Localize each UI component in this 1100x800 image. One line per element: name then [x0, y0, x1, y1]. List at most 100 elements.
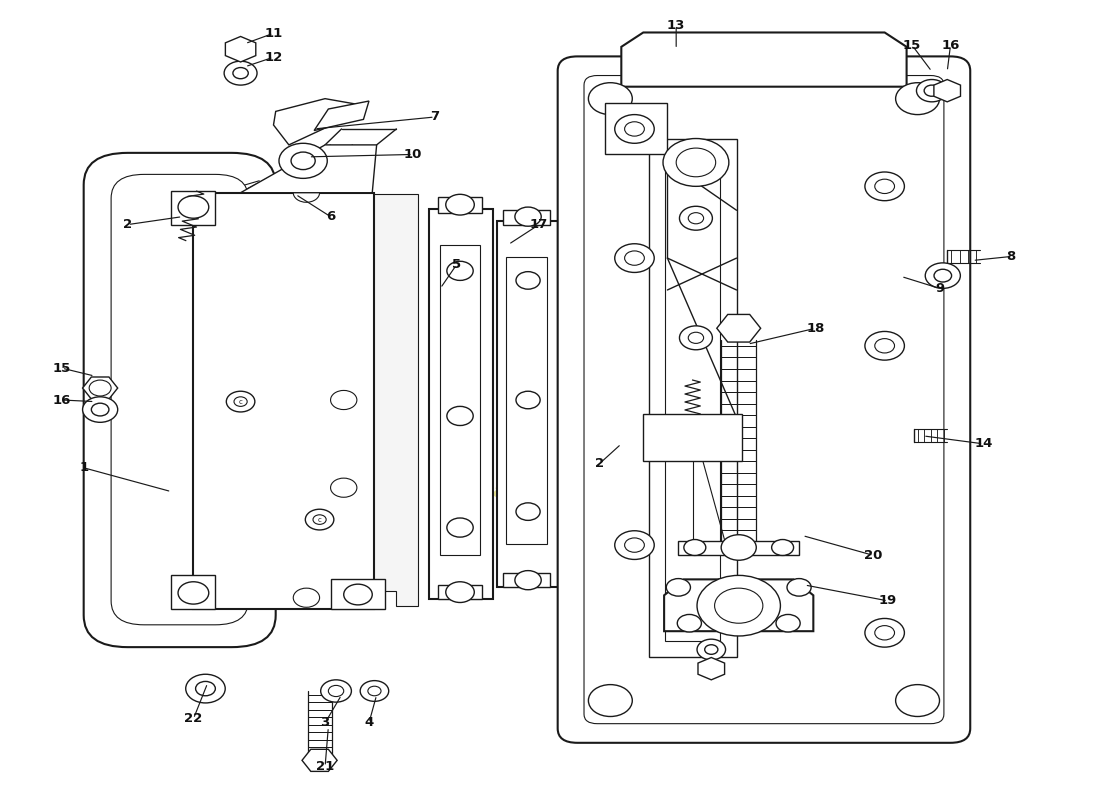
Polygon shape	[172, 191, 216, 225]
Polygon shape	[503, 210, 550, 225]
Circle shape	[294, 588, 320, 607]
Circle shape	[776, 614, 800, 632]
Polygon shape	[934, 79, 960, 102]
Text: 3: 3	[320, 716, 330, 730]
Polygon shape	[497, 221, 558, 587]
Circle shape	[874, 626, 894, 640]
Circle shape	[615, 530, 654, 559]
Circle shape	[446, 194, 474, 215]
Text: 13: 13	[667, 19, 685, 32]
Circle shape	[715, 588, 763, 623]
Circle shape	[874, 179, 894, 194]
Polygon shape	[271, 590, 341, 606]
Circle shape	[314, 515, 327, 524]
Text: 7: 7	[430, 110, 439, 123]
Circle shape	[680, 326, 713, 350]
Text: 9: 9	[935, 282, 944, 295]
Text: 8: 8	[1006, 250, 1015, 263]
Circle shape	[697, 639, 726, 660]
Circle shape	[865, 331, 904, 360]
Circle shape	[680, 206, 713, 230]
Circle shape	[224, 61, 257, 85]
Circle shape	[771, 539, 793, 555]
Circle shape	[895, 82, 939, 114]
Text: 12: 12	[264, 50, 283, 64]
Polygon shape	[172, 575, 216, 609]
Circle shape	[588, 685, 632, 717]
Text: 22: 22	[185, 712, 202, 726]
Circle shape	[676, 148, 716, 177]
Circle shape	[916, 79, 947, 102]
Text: 19: 19	[879, 594, 898, 607]
Circle shape	[705, 645, 718, 654]
Text: 1: 1	[79, 462, 88, 474]
Circle shape	[234, 397, 248, 406]
Polygon shape	[605, 102, 668, 154]
Polygon shape	[438, 585, 482, 599]
Circle shape	[178, 196, 209, 218]
Circle shape	[446, 582, 474, 602]
Text: c: c	[318, 517, 321, 522]
FancyBboxPatch shape	[111, 174, 249, 625]
Polygon shape	[302, 750, 337, 771]
Circle shape	[196, 682, 216, 696]
Text: 6: 6	[326, 210, 336, 223]
Polygon shape	[664, 579, 813, 631]
Circle shape	[306, 510, 333, 530]
Circle shape	[684, 539, 706, 555]
Circle shape	[689, 213, 704, 224]
FancyBboxPatch shape	[84, 153, 276, 647]
Polygon shape	[438, 197, 482, 213]
Circle shape	[82, 397, 118, 422]
FancyBboxPatch shape	[558, 56, 970, 743]
Polygon shape	[241, 145, 376, 193]
Circle shape	[865, 172, 904, 201]
Text: 17: 17	[530, 218, 548, 231]
Circle shape	[678, 614, 702, 632]
Polygon shape	[649, 138, 737, 657]
Polygon shape	[194, 193, 374, 609]
Polygon shape	[506, 257, 547, 543]
Circle shape	[321, 680, 351, 702]
Circle shape	[786, 578, 811, 596]
Polygon shape	[666, 154, 720, 641]
Circle shape	[294, 183, 320, 202]
Circle shape	[91, 403, 109, 416]
Circle shape	[331, 390, 356, 410]
Text: 10: 10	[404, 148, 422, 161]
Circle shape	[697, 575, 780, 636]
Circle shape	[447, 518, 473, 537]
Text: c: c	[239, 398, 242, 405]
Circle shape	[722, 534, 757, 560]
Circle shape	[447, 406, 473, 426]
Text: ea  passion for parts  since 1985: ea passion for parts since 1985	[481, 482, 839, 501]
Circle shape	[515, 570, 541, 590]
Polygon shape	[679, 541, 799, 555]
Circle shape	[233, 67, 249, 78]
Circle shape	[663, 138, 729, 186]
Circle shape	[667, 578, 691, 596]
Circle shape	[934, 270, 952, 282]
Text: 16: 16	[53, 394, 70, 406]
Circle shape	[625, 251, 645, 266]
Text: 15: 15	[53, 362, 70, 374]
Polygon shape	[621, 33, 906, 86]
Circle shape	[292, 152, 316, 170]
Polygon shape	[429, 209, 493, 599]
Text: 21: 21	[316, 760, 334, 774]
FancyBboxPatch shape	[584, 75, 944, 724]
Text: 2: 2	[123, 218, 132, 231]
Circle shape	[227, 391, 255, 412]
Polygon shape	[265, 194, 418, 606]
Circle shape	[367, 686, 381, 696]
Polygon shape	[644, 414, 743, 462]
Circle shape	[186, 674, 225, 703]
Polygon shape	[717, 314, 761, 342]
Circle shape	[178, 582, 209, 604]
Polygon shape	[271, 185, 341, 201]
Text: 14: 14	[975, 438, 992, 450]
Circle shape	[516, 503, 540, 520]
Text: 18: 18	[806, 322, 825, 334]
Circle shape	[516, 272, 540, 289]
Text: 16: 16	[942, 38, 959, 52]
